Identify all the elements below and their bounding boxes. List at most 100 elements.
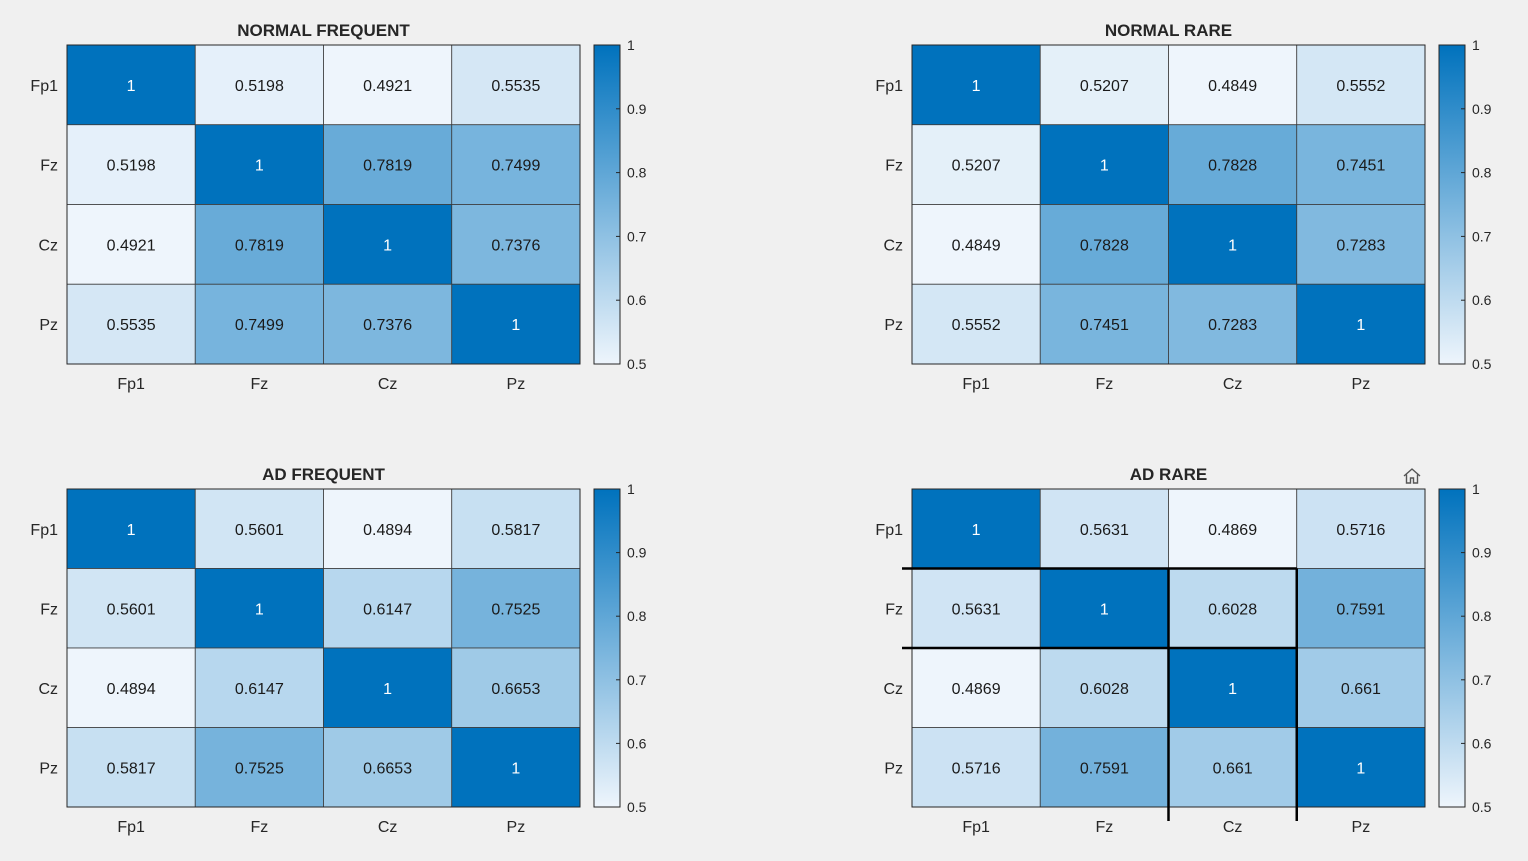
chart-title: AD FREQUENT <box>262 465 385 484</box>
heatmap-cell[interactable] <box>451 568 581 649</box>
heatmap-cell[interactable] <box>66 647 196 728</box>
heatmap-cell[interactable] <box>1039 727 1169 808</box>
heatmap-cell[interactable] <box>451 283 581 365</box>
heatmap-cell[interactable] <box>1296 283 1426 365</box>
heatmap-cell[interactable] <box>66 44 196 126</box>
cell-value-label: 0.7376 <box>363 317 412 334</box>
cell-value-label: 1 <box>511 317 520 334</box>
x-tick-label: Cz <box>1223 819 1243 836</box>
cell-value-label: 0.7499 <box>491 158 540 175</box>
chart-title: NORMAL RARE <box>1105 21 1232 40</box>
y-tick-label: Pz <box>884 760 903 777</box>
colorbar-tick-label: 0.7 <box>1472 228 1492 244</box>
heatmap-cell[interactable] <box>1039 568 1169 649</box>
x-tick-label: Fz <box>250 376 268 393</box>
heatmap-cell[interactable] <box>323 647 453 728</box>
heatmap-cell[interactable] <box>911 647 1041 728</box>
x-tick-label: Pz <box>507 819 526 836</box>
heatmap-cell[interactable] <box>1296 568 1426 649</box>
heatmap-cell[interactable] <box>66 283 196 365</box>
colorbar-tick-label: 0.7 <box>1472 672 1492 688</box>
cell-value-label: 0.5716 <box>1336 522 1385 539</box>
colorbar-tick-label: 0.8 <box>627 608 647 624</box>
heatmap-cell[interactable] <box>323 283 453 365</box>
colorbar-tick-label: 0.9 <box>1472 101 1492 117</box>
heatmap-cell[interactable] <box>66 124 196 205</box>
heatmap-cell[interactable] <box>323 727 453 808</box>
heatmap-cell[interactable] <box>194 204 324 285</box>
y-tick-label: Cz <box>883 681 903 698</box>
heatmap-cell[interactable] <box>451 44 581 126</box>
heatmap-cell[interactable] <box>911 124 1041 205</box>
chart-title: NORMAL FREQUENT <box>237 21 410 40</box>
cell-value-label: 0.4894 <box>107 681 156 698</box>
colorbar-tick-label: 1 <box>627 37 635 53</box>
y-tick-label: Fp1 <box>30 522 58 539</box>
heatmap-cell[interactable] <box>1039 44 1169 126</box>
heatmap-cell[interactable] <box>194 124 324 205</box>
heatmap-cell[interactable] <box>194 44 324 126</box>
heatmap-cell[interactable] <box>911 204 1041 285</box>
heatmap-panel-1: NORMAL FREQUENT 1 0.5198 0.4921 0.5535 0.5198… <box>30 21 646 393</box>
heatmap-cell[interactable] <box>1039 124 1169 205</box>
colorbar-tick-label: 0.8 <box>627 165 647 181</box>
heatmap-cell[interactable] <box>66 488 196 569</box>
heatmap-cell[interactable] <box>1296 44 1426 126</box>
heatmap-cell[interactable] <box>911 727 1041 808</box>
cell-value-label: 0.6028 <box>1208 601 1257 618</box>
cell-value-label: 1 <box>1100 601 1109 618</box>
heatmap-cell[interactable] <box>194 283 324 365</box>
cell-value-label: 0.5207 <box>952 158 1001 175</box>
cell-value-label: 0.7283 <box>1336 237 1385 254</box>
cell-value-label: 0.4894 <box>363 522 412 539</box>
colorbar-tick-label: 0.5 <box>627 799 647 815</box>
cell-value-label: 1 <box>972 522 981 539</box>
heatmap-cell[interactable] <box>194 568 324 649</box>
heatmap-cell[interactable] <box>451 124 581 205</box>
cell-value-label: 1 <box>1356 317 1365 334</box>
heatmap-border <box>66 488 581 808</box>
colorbar <box>593 488 621 808</box>
colorbar-tick-label: 0.9 <box>1472 545 1492 561</box>
heatmap-cell[interactable] <box>1296 204 1426 285</box>
colorbar-tick-label: 0.8 <box>1472 608 1492 624</box>
heatmap-cell[interactable] <box>911 488 1041 569</box>
heatmap-cell[interactable] <box>323 488 453 569</box>
heatmap-cell[interactable] <box>451 647 581 728</box>
y-tick-label: Fz <box>40 601 58 618</box>
heatmap-cell[interactable] <box>66 727 196 808</box>
x-tick-label: Pz <box>1352 819 1371 836</box>
heatmap-cell[interactable] <box>451 488 581 569</box>
home-button[interactable] <box>1401 465 1423 487</box>
cell-value-label: 1 <box>972 78 981 95</box>
heatmap-cell[interactable] <box>911 283 1041 365</box>
cell-value-label: 0.4921 <box>107 237 156 254</box>
cell-value-label: 0.5601 <box>107 601 156 618</box>
heatmap-cell[interactable] <box>1168 124 1298 205</box>
heatmap-cell[interactable] <box>911 44 1041 126</box>
colorbar-tick-label: 1 <box>1472 37 1480 53</box>
heatmap-cell[interactable] <box>1168 44 1298 126</box>
cell-value-label: 0.661 <box>1213 760 1253 777</box>
colorbar-tick-label: 0.5 <box>1472 356 1492 372</box>
cell-value-label: 0.7499 <box>235 317 284 334</box>
heatmap-cell[interactable] <box>451 204 581 285</box>
cell-value-label: 0.7451 <box>1336 158 1385 175</box>
heatmap-cell[interactable] <box>323 568 453 649</box>
heatmap-cell[interactable] <box>1296 727 1426 808</box>
cell-value-label: 0.6147 <box>235 681 284 698</box>
heatmap-cell[interactable] <box>1039 283 1169 365</box>
heatmap-cell[interactable] <box>1168 727 1298 808</box>
cell-value-label: 0.5198 <box>107 158 156 175</box>
heatmap-cell[interactable] <box>451 727 581 808</box>
heatmap-cell[interactable] <box>1039 488 1169 569</box>
cell-value-label: 0.5207 <box>1080 78 1129 95</box>
cell-value-label: 0.7591 <box>1336 601 1385 618</box>
x-tick-label: Fp1 <box>962 819 990 836</box>
colorbar <box>1438 488 1466 808</box>
x-tick-label: Cz <box>378 819 398 836</box>
heatmap-panel-2: NORMAL RARE 1 0.5207 0.4849 0.5552 0.5207 1 0.7… <box>875 21 1491 393</box>
heatmap-cell[interactable] <box>1296 124 1426 205</box>
cell-value-label: 0.4869 <box>952 681 1001 698</box>
